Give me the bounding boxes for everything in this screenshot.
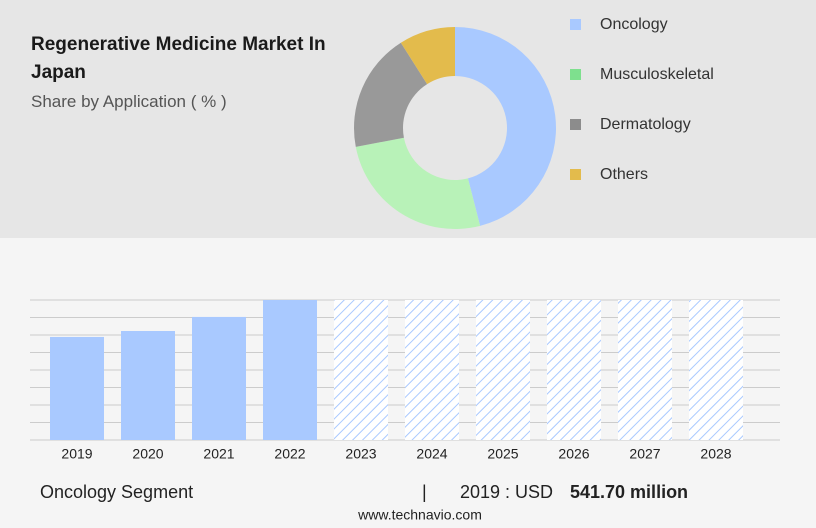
- forecast-bar: [689, 300, 743, 440]
- x-tick-label: 2023: [345, 446, 376, 462]
- donut-slice: [400, 27, 455, 85]
- forecast-bar: [476, 300, 530, 440]
- bar: [263, 300, 317, 440]
- x-tick-label: 2027: [629, 446, 660, 462]
- forecast-bar: [405, 300, 459, 440]
- footer-year: 2019 : USD: [460, 482, 553, 502]
- footer-source: www.technavio.com: [357, 507, 482, 523]
- x-tick-label: 2025: [487, 446, 518, 462]
- footer-segment: Oncology Segment: [40, 482, 193, 502]
- chart-title: Regenerative Medicine Market In Japan: [31, 34, 326, 83]
- legend-label: Oncology: [600, 16, 668, 33]
- forecast-bar: [618, 300, 672, 440]
- bar: [192, 316, 246, 440]
- legend-label: Musculoskeletal: [600, 66, 714, 83]
- chart-subtitle: Share by Application ( % ): [31, 92, 227, 111]
- legend-swatch: [570, 69, 581, 80]
- donut-slice: [354, 42, 428, 147]
- donut-slice: [355, 137, 481, 229]
- x-tick-label: 2021: [203, 446, 234, 462]
- bar: [50, 336, 104, 440]
- legend-swatch: [570, 19, 581, 30]
- x-tick-label: 2022: [274, 446, 305, 462]
- legend-label: Dermatology: [600, 116, 691, 133]
- x-tick-label: 2026: [558, 446, 589, 462]
- footer-value: 541.70 million: [570, 482, 688, 502]
- x-tick-label: 2020: [132, 446, 163, 462]
- donut-slice: [455, 27, 556, 226]
- forecast-bar: [547, 300, 601, 440]
- footer-separator: |: [422, 482, 427, 502]
- legend-swatch: [570, 119, 581, 130]
- x-tick-label: 2024: [416, 446, 447, 462]
- legend-swatch: [570, 169, 581, 180]
- bar: [121, 331, 175, 440]
- x-tick-label: 2028: [700, 446, 731, 462]
- legend-label: Others: [600, 166, 648, 183]
- forecast-bar: [334, 300, 388, 440]
- x-tick-label: 2019: [61, 446, 92, 462]
